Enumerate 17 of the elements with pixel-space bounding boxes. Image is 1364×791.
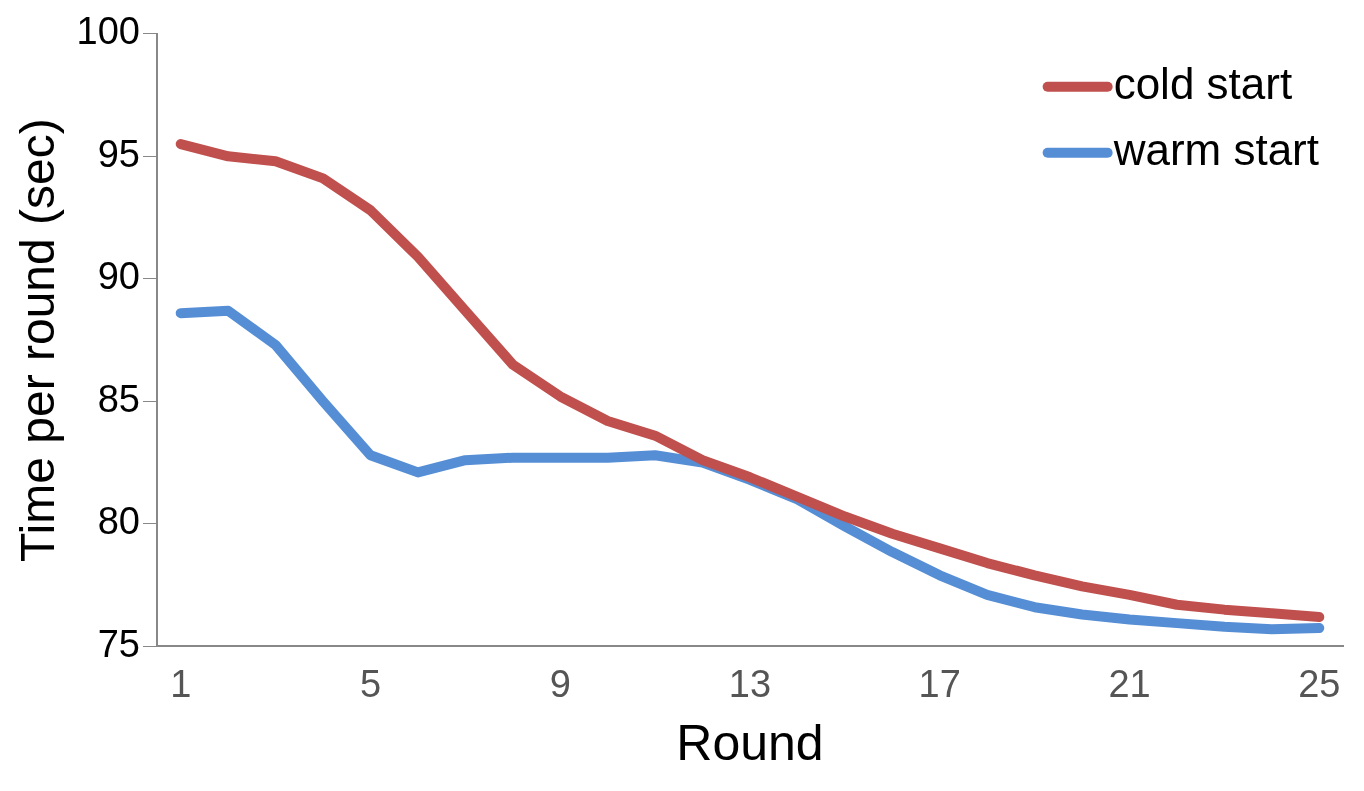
- legend-label: cold start: [1113, 58, 1293, 108]
- legend-label: warm start: [1112, 124, 1320, 174]
- y-tick-label: 100: [76, 10, 140, 53]
- y-tick-label: 75: [97, 622, 140, 665]
- x-tick-label: 13: [728, 662, 772, 705]
- x-tick-label: 1: [170, 662, 192, 705]
- x-tick-label: 5: [359, 662, 382, 705]
- x-tick-label: 17: [918, 662, 961, 705]
- x-tick-label: 25: [1298, 662, 1341, 705]
- y-axis-title: Time per round (sec): [11, 118, 65, 562]
- x-tick-label: 21: [1108, 662, 1151, 705]
- x-axis-title: Round: [676, 714, 824, 771]
- y-tick-label: 90: [97, 255, 140, 298]
- y-tick-label: 80: [97, 500, 140, 543]
- x-tick-label: 9: [549, 662, 571, 705]
- y-tick-label: 95: [97, 132, 140, 175]
- y-tick-label: 85: [97, 377, 140, 420]
